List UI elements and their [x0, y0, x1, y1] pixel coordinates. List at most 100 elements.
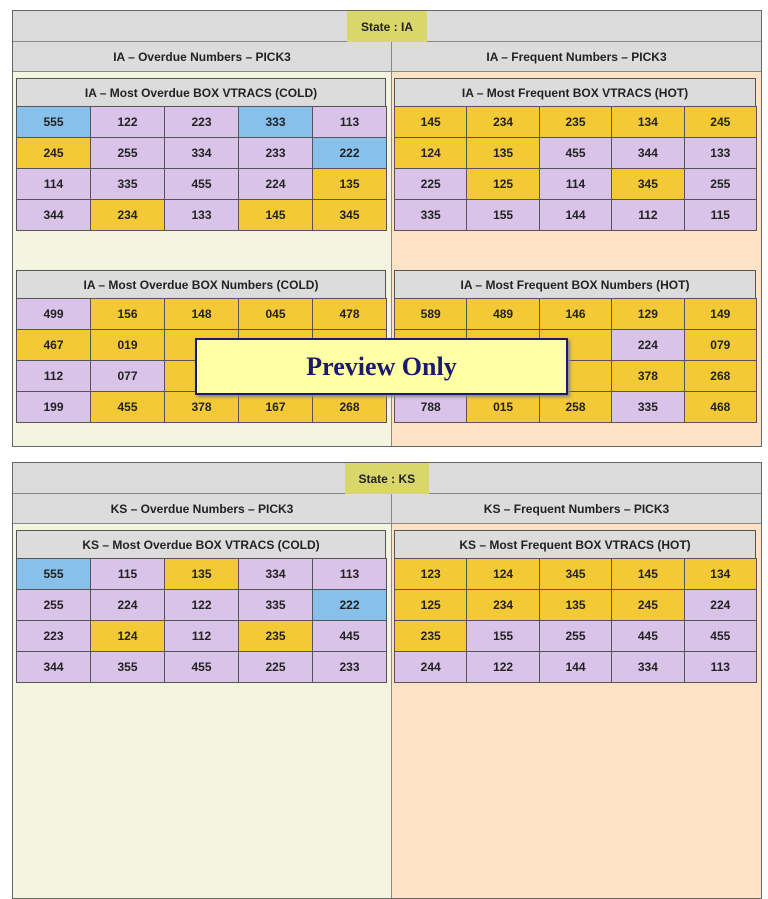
- number-cell: 146: [538, 298, 613, 330]
- number-cell: 233: [312, 651, 387, 683]
- number-cell: 114: [538, 168, 613, 200]
- table-title: KS – Most Frequent BOX VTRACS (HOT): [394, 530, 756, 559]
- number-cell: 225: [238, 651, 313, 683]
- number-cell: 345: [312, 199, 387, 231]
- number-cell: 335: [394, 199, 468, 231]
- number-cell: 234: [466, 106, 540, 138]
- number-cell: 125: [394, 589, 468, 621]
- number-cell: 255: [538, 620, 613, 652]
- table-title: IA – Most Frequent BOX VTRACS (HOT): [394, 78, 756, 107]
- number-cell: 135: [466, 137, 540, 169]
- number-cell: 345: [611, 168, 685, 200]
- number-cell: 445: [611, 620, 685, 652]
- number-cell: 255: [90, 137, 165, 169]
- number-cell: 155: [466, 199, 540, 231]
- number-cell: 499: [16, 298, 91, 330]
- number-cell: 225: [394, 168, 468, 200]
- number-cell: 335: [90, 168, 165, 200]
- number-cell: 113: [312, 558, 387, 590]
- number-cell: 334: [238, 558, 313, 590]
- number-cell: 019: [90, 329, 165, 361]
- number-cell: 124: [466, 558, 540, 590]
- column-heading: IA – Overdue Numbers – PICK3: [13, 42, 391, 72]
- number-cell: 334: [164, 137, 239, 169]
- number-cell: 489: [466, 298, 540, 330]
- number-cell: 478: [312, 298, 387, 330]
- column-heading: KS – Overdue Numbers – PICK3: [13, 494, 391, 524]
- number-cell: 145: [394, 106, 468, 138]
- number-cell: 235: [538, 106, 613, 138]
- number-cell: 235: [238, 620, 313, 652]
- number-cell: 015: [466, 391, 540, 423]
- number-cell: 224: [90, 589, 165, 621]
- number-cell: 589: [394, 298, 468, 330]
- number-cell: 345: [538, 558, 613, 590]
- number-cell: 113: [312, 106, 387, 138]
- number-cell: 123: [394, 558, 468, 590]
- number-cell: 149: [683, 298, 757, 330]
- number-cell: 167: [238, 391, 313, 423]
- state-label: State : KS: [344, 463, 430, 494]
- number-cell: 245: [16, 137, 91, 169]
- number-cell: 122: [466, 651, 540, 683]
- number-cell: 268: [683, 360, 757, 392]
- number-cell: 133: [683, 137, 757, 169]
- number-cell: 223: [164, 106, 239, 138]
- number-cell: 133: [164, 199, 239, 231]
- column-heading: IA – Frequent Numbers – PICK3: [391, 42, 761, 72]
- number-cell: 255: [683, 168, 757, 200]
- number-cell: 224: [238, 168, 313, 200]
- number-cell: 124: [394, 137, 468, 169]
- table-title: IA – Most Overdue BOX Numbers (COLD): [16, 270, 386, 299]
- number-cell: 224: [683, 589, 757, 621]
- number-cell: 555: [16, 558, 91, 590]
- number-cell: 045: [238, 298, 313, 330]
- number-cell: 455: [538, 137, 613, 169]
- number-cell: 255: [16, 589, 91, 621]
- number-cell: 335: [611, 391, 685, 423]
- number-cell: 115: [90, 558, 165, 590]
- number-cell: 134: [683, 558, 757, 590]
- number-cell: 233: [238, 137, 313, 169]
- number-cell: 155: [466, 620, 540, 652]
- number-cell: 223: [16, 620, 91, 652]
- number-cell: 445: [312, 620, 387, 652]
- number-cell: 135: [312, 168, 387, 200]
- number-cell: 455: [164, 168, 239, 200]
- number-cell: 335: [238, 589, 313, 621]
- number-cell: 113: [683, 651, 757, 683]
- number-cell: 135: [538, 589, 613, 621]
- number-cell: 079: [683, 329, 757, 361]
- number-cell: 334: [611, 651, 685, 683]
- number-cell: 145: [238, 199, 313, 231]
- number-cell: 455: [683, 620, 757, 652]
- number-cell: 258: [538, 391, 613, 423]
- number-cell: 125: [466, 168, 540, 200]
- number-cell: 115: [683, 199, 757, 231]
- number-cell: 156: [90, 298, 165, 330]
- number-cell: 199: [16, 391, 91, 423]
- page: {"states": [ {"state_label": "State : IA…: [12, 10, 762, 899]
- number-cell: 112: [16, 360, 91, 392]
- number-cell: 144: [538, 651, 613, 683]
- number-cell: 114: [16, 168, 91, 200]
- number-cell: 468: [683, 391, 757, 423]
- number-cell: 222: [312, 589, 387, 621]
- number-cell: 112: [611, 199, 685, 231]
- number-cell: 455: [164, 651, 239, 683]
- number-cell: 467: [16, 329, 91, 361]
- number-cell: 268: [312, 391, 387, 423]
- number-cell: 148: [164, 298, 239, 330]
- number-cell: 134: [611, 106, 685, 138]
- preview-overlay: Preview Only: [195, 338, 568, 395]
- number-cell: 333: [238, 106, 313, 138]
- number-cell: 245: [683, 106, 757, 138]
- number-cell: 455: [90, 391, 165, 423]
- number-cell: 235: [394, 620, 468, 652]
- number-cell: 224: [611, 329, 685, 361]
- table-title: KS – Most Overdue BOX VTRACS (COLD): [16, 530, 386, 559]
- number-cell: 234: [466, 589, 540, 621]
- number-cell: 077: [90, 360, 165, 392]
- number-cell: 378: [164, 391, 239, 423]
- number-cell: 135: [164, 558, 239, 590]
